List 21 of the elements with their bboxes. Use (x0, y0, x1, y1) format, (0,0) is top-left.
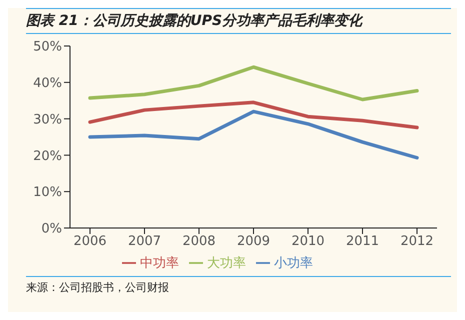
x-tick-label: 2010 (291, 234, 325, 250)
y-tick-label: 50% (33, 40, 62, 55)
x-tick-label: 2012 (400, 234, 434, 250)
y-tick-label: 20% (33, 148, 62, 164)
legend-label: 大功率 (207, 256, 246, 271)
y-tick-label: 10% (33, 185, 62, 200)
x-tick-label: 2011 (346, 234, 380, 250)
line-series (88, 100, 419, 130)
legend-label: 中功率 (140, 256, 179, 271)
line-series (88, 110, 419, 160)
x-tick-label: 2006 (73, 234, 107, 250)
x-tick-label: 2009 (236, 234, 270, 250)
line-series (88, 65, 419, 102)
y-tick-label: 40% (33, 76, 62, 92)
y-tick-label: 0% (41, 222, 62, 237)
source-note: 来源：公司招股书，公司财报 (26, 280, 170, 295)
x-tick-label: 2008 (182, 234, 216, 250)
x-tick-label: 2007 (128, 234, 162, 250)
y-tick-label: 30% (33, 112, 62, 128)
legend-label: 小功率 (274, 256, 313, 271)
chart-title: 图表 21：公司历史披露的UPS分功率产品毛利率变化 (26, 8, 451, 34)
